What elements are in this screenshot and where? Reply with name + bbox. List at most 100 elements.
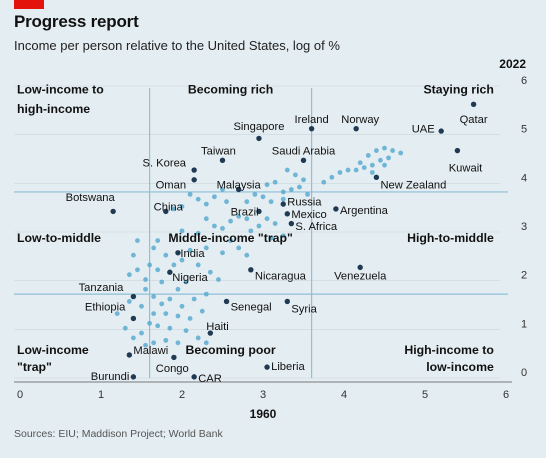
country-label: Kuwait [449, 163, 483, 175]
country-label: Burundi [91, 371, 130, 383]
scatter-point [143, 277, 148, 282]
scatter-point [361, 165, 367, 171]
country-label: Venezuela [334, 271, 387, 283]
scatter-point [183, 279, 189, 285]
scatter-point [252, 191, 258, 197]
scatter-point [244, 199, 250, 205]
scatter-point [337, 170, 343, 175]
country-label: Saudi Arabia [272, 146, 336, 158]
scatter-point [305, 191, 310, 197]
country-label: S. Korea [143, 158, 187, 170]
country-label: New Zealand [380, 180, 446, 192]
scatter-point [126, 299, 132, 304]
highlighted-point [191, 177, 197, 183]
scatter-point [151, 245, 157, 251]
scatter-point [187, 247, 193, 253]
quadrant-label: Becoming poor [186, 343, 276, 357]
highlighted-countries-points [110, 101, 477, 380]
highlighted-point [167, 269, 173, 275]
country-label: Oman [156, 180, 186, 192]
scatter-point [135, 238, 140, 244]
scatter-point [159, 301, 165, 307]
scatter-point [143, 286, 148, 292]
y-tick-label: 2 [521, 270, 527, 282]
highlighted-point [284, 298, 290, 305]
scatter-point [195, 262, 201, 268]
scatter-point [171, 206, 177, 212]
country-label: Liberia [271, 361, 305, 373]
y-tick-label: 0 [521, 367, 527, 379]
country-label: Tanzania [79, 282, 125, 294]
highlighted-point [110, 208, 116, 215]
country-label: India [180, 248, 205, 260]
scatter-point [143, 342, 148, 348]
scatter-point [171, 262, 177, 268]
x-tick-label: 3 [260, 389, 266, 401]
highlighted-point [163, 208, 169, 215]
country-label: Haiti [206, 321, 228, 333]
scatter-point [195, 335, 201, 341]
scatter-point [203, 201, 209, 207]
highlighted-point [191, 167, 197, 173]
scatter-point [382, 162, 387, 168]
quadrant-label: low-income [426, 360, 494, 374]
x-tick-label: 1 [98, 389, 104, 401]
scatter-point [224, 199, 229, 205]
scatter-point [260, 194, 266, 200]
scatter-point [159, 279, 165, 285]
scatter-point [163, 311, 169, 316]
scatter-point [175, 286, 181, 292]
highlighted-point [223, 298, 230, 305]
highlighted-point [126, 352, 133, 358]
country-label: Ireland [294, 114, 328, 126]
scatter-point [179, 257, 185, 263]
highlighted-point [130, 374, 137, 380]
highlighted-point [256, 208, 262, 215]
scatter-point [382, 145, 387, 151]
scatter-point [212, 194, 217, 200]
highlighted-point [207, 330, 214, 336]
scatter-point [280, 233, 286, 239]
grid-layer [14, 85, 500, 379]
scatter-point [199, 308, 205, 314]
scatter-point [147, 262, 153, 268]
quadrant-label: high-income [17, 102, 90, 116]
scatter-point [167, 296, 173, 302]
scatter-point [139, 303, 144, 309]
scatter-point [365, 153, 371, 158]
scatter-point [203, 216, 209, 222]
other-countries-points [114, 145, 404, 348]
country-label: Malaysia [217, 180, 262, 192]
highlighted-point [308, 125, 315, 132]
scatter-point [228, 238, 234, 244]
scatter-point [288, 187, 294, 192]
scatter-point [220, 226, 225, 231]
country-label: Russia [287, 197, 322, 209]
quadrant-label: Low-to-middle [17, 231, 101, 245]
scatter-point [297, 184, 302, 190]
scatter-point [321, 179, 327, 185]
country-label: Taiwan [201, 146, 236, 158]
scatter-point [195, 230, 201, 236]
scatter-point [183, 328, 189, 334]
y-tick-label: 5 [521, 124, 527, 136]
scatter-point [135, 267, 140, 273]
scatter-point [216, 277, 221, 282]
quadrant-dividers [14, 88, 508, 378]
quadrant-label: High-to-middle [407, 231, 494, 245]
scatter-point [284, 167, 290, 173]
country-label: Syria [291, 304, 317, 316]
y-tick-label: 6 [521, 75, 527, 87]
highlighted-point [264, 364, 270, 370]
scatter-point [151, 311, 157, 316]
quadrant-label: Low-income [17, 343, 89, 357]
scatter-point [147, 320, 153, 326]
highlighted-point [300, 157, 307, 163]
country-label: Malawi [133, 345, 168, 357]
country-label: Ethiopia [85, 301, 126, 313]
scatter-point [163, 337, 169, 343]
brand-red-bar [14, 0, 44, 9]
scatter-point [187, 191, 193, 197]
highlighted-point [438, 128, 444, 134]
highlighted-point [175, 250, 181, 256]
